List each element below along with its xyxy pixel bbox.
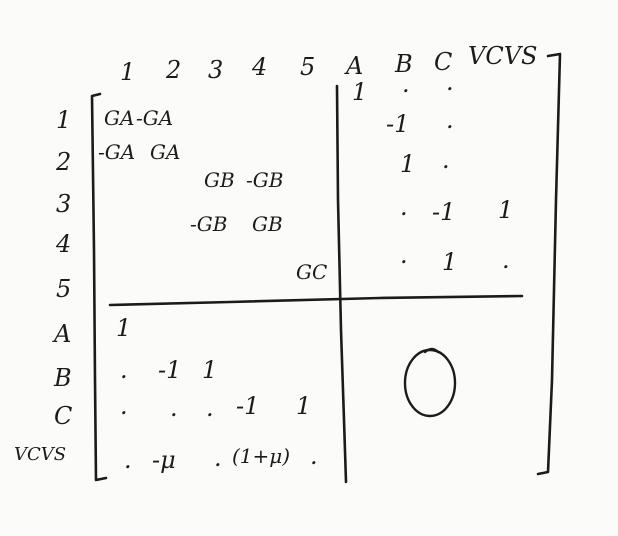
c-cell-B-3: 1 (202, 356, 218, 384)
c-cell-VCVS-1: . (124, 446, 132, 474)
row-header-B: B (54, 364, 72, 392)
row-header-3: 3 (56, 190, 72, 218)
row-header-1: 1 (56, 106, 72, 134)
g-cell-1-1: GA (104, 106, 135, 130)
c-cell-C-3: . (206, 394, 214, 422)
g-cell-2-1: -GA (98, 140, 136, 164)
b-cell-5-B: . (400, 241, 408, 269)
c-cell-A-1: 1 (116, 314, 132, 342)
b-cell-2-C: . (446, 106, 454, 134)
b-cell-1-A: 1 (352, 78, 368, 106)
column-header-VCVS: VCVS (468, 42, 538, 70)
horizontal-partition (108, 294, 524, 307)
c-cell-C-2: . (170, 394, 178, 422)
c-cell-VCVS-2: -μ (152, 446, 176, 474)
row-header-VCVS: VCVS (14, 444, 67, 465)
c-cell-B-1: . (120, 356, 128, 384)
vertical-partition (335, 84, 348, 484)
c-cell-VCVS-4: (1+μ) (232, 444, 291, 468)
row-header-A: A (54, 320, 72, 348)
b-cell-3-C: . (442, 146, 450, 174)
column-header-A: A (346, 52, 364, 80)
c-cell-VCVS-5: . (310, 442, 318, 470)
column-header-B: B (395, 50, 413, 78)
column-header-4: 4 (252, 53, 268, 81)
b-cell-4-B: . (400, 193, 408, 221)
c-cell-C-5: 1 (296, 392, 312, 420)
b-cell-4-C: -1 (432, 198, 456, 226)
column-header-3: 3 (208, 56, 224, 84)
row-header-5: 5 (56, 275, 72, 303)
c-cell-C-4: -1 (236, 392, 260, 420)
column-header-C: C (434, 48, 453, 76)
column-header-5: 5 (300, 53, 316, 81)
g-cell-4-4: GB (252, 212, 283, 236)
b-cell-4-VCVS: 1 (498, 196, 514, 224)
right-bracket (536, 52, 562, 476)
b-cell-5-C: 1 (442, 248, 458, 276)
g-cell-3-4: -GB (246, 168, 284, 192)
g-cell-3-3: GB (204, 168, 235, 192)
b-cell-2-B: -1 (386, 110, 410, 138)
c-cell-VCVS-3: . (214, 444, 222, 472)
left-bracket (90, 92, 108, 482)
b-cell-3-B: 1 (400, 150, 416, 178)
c-cell-C-1: . (120, 392, 128, 420)
g-cell-5-5: GC (296, 260, 328, 284)
b-cell-1-C: . (446, 68, 454, 96)
b-cell-5-VCVS: . (502, 246, 510, 274)
row-header-4: 4 (56, 230, 72, 258)
row-header-C: C (54, 402, 73, 430)
c-cell-B-2: -1 (158, 356, 182, 384)
g-cell-1-2: -GA (136, 106, 174, 130)
b-cell-1-B: . (402, 70, 410, 98)
g-cell-2-2: GA (150, 140, 181, 164)
column-header-1: 1 (120, 58, 136, 86)
column-header-2: 2 (166, 56, 182, 84)
g-cell-4-3: -GB (190, 212, 228, 236)
row-header-2: 2 (56, 148, 72, 176)
